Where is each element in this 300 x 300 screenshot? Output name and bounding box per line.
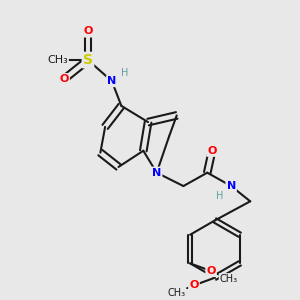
Text: CH₃: CH₃ <box>219 274 237 284</box>
Text: H: H <box>216 190 224 201</box>
Text: H: H <box>122 68 129 78</box>
Text: N: N <box>152 168 161 178</box>
Text: O: O <box>59 74 69 84</box>
Text: S: S <box>83 53 93 67</box>
Text: O: O <box>207 146 217 156</box>
Text: O: O <box>206 266 216 276</box>
Text: CH₃: CH₃ <box>168 288 186 298</box>
Text: O: O <box>189 280 199 290</box>
Text: N: N <box>107 76 116 86</box>
Text: N: N <box>226 181 236 191</box>
Text: CH₃: CH₃ <box>47 55 68 65</box>
Text: O: O <box>83 26 93 36</box>
